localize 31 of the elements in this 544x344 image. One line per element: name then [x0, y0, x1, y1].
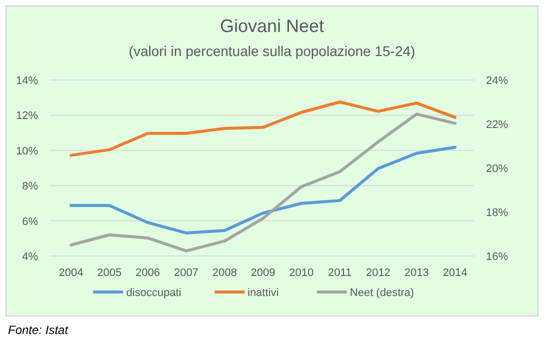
x-tick-label: 2004 [58, 267, 84, 279]
chart-title: Giovani Neet [220, 16, 324, 36]
x-tick-label: 2013 [404, 267, 429, 279]
x-tick-label: 2005 [97, 267, 122, 279]
x-tick-label: 2014 [442, 267, 468, 279]
y2-tick-label: 24% [486, 75, 508, 87]
y-tick-label: 12% [16, 110, 38, 122]
y2-tick-label: 20% [486, 163, 508, 175]
y-tick-label: 4% [22, 251, 38, 263]
chart-subtitle: (valori in percentuale sulla popolazione 15-24) [128, 43, 416, 59]
x-tick-label: 2006 [136, 267, 160, 279]
source-note: Fonte: Istat [8, 323, 69, 337]
legend-label: disoccupati [126, 287, 182, 299]
y-tick-label: 14% [16, 75, 38, 87]
x-tick-label: 2010 [289, 267, 314, 279]
y-tick-label: 8% [22, 180, 38, 193]
x-tick-label: 2012 [366, 267, 390, 279]
y2-tick-label: 18% [486, 207, 508, 219]
x-tick-label: 2007 [174, 267, 198, 279]
line-series [70, 112, 456, 252]
legend-label: inattivi [248, 287, 279, 299]
x-tick-label: 2008 [212, 267, 237, 279]
y2-tick-label: 16% [486, 251, 508, 263]
y-tick-label: 10% [16, 145, 38, 158]
y-tick-label: 6% [22, 216, 38, 228]
x-tick-label: 2009 [250, 267, 276, 279]
y2-tick-label: 22% [486, 119, 508, 131]
line-series [70, 100, 456, 157]
x-tick-label: 2011 [328, 267, 352, 279]
legend-label: Neet (destra) [350, 287, 414, 299]
line-series [70, 146, 456, 234]
